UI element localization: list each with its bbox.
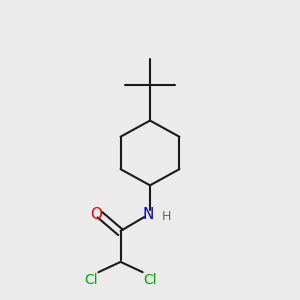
- Text: O: O: [90, 207, 102, 222]
- Text: Cl: Cl: [84, 273, 98, 286]
- Text: Cl: Cl: [143, 273, 157, 286]
- Text: H: H: [161, 210, 171, 223]
- Text: N: N: [143, 207, 154, 222]
